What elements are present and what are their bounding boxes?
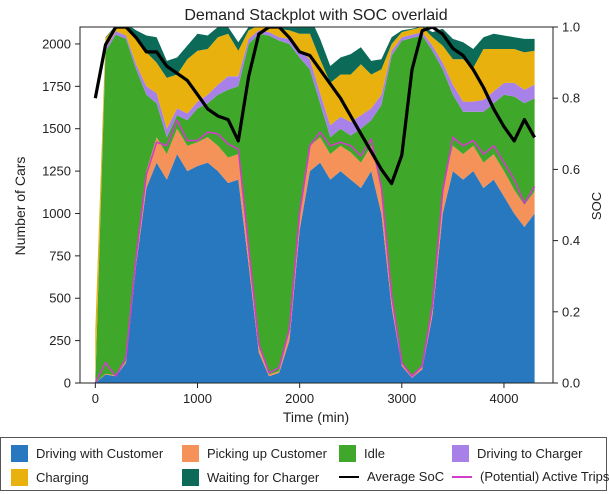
legend-item-driving-to-charger: Driving to Charger	[452, 445, 583, 462]
area-charging	[95, 27, 535, 382]
y-axis-label: Number of Cars	[12, 157, 28, 256]
x-tick-label: 1000	[183, 391, 212, 406]
line--potential-active-trips	[94, 119, 536, 383]
y-tick-label: 250	[49, 333, 71, 348]
plot-frame	[79, 26, 554, 384]
legend-swatch	[452, 445, 469, 462]
legend: Driving with Customer Picking up Custome…	[0, 437, 609, 491]
stackplot-chart: Demand Stackplot with SOC overlaid 0 1000…	[12, 7, 604, 425]
legend-item-driving-with-customer: Driving with Customer	[11, 445, 163, 462]
legend-swatch	[11, 469, 28, 486]
y2-tick-label: 0.0	[562, 376, 580, 391]
x-tick-label: 4000	[490, 391, 519, 406]
legend-item-idle: Idle	[339, 445, 385, 462]
legend-swatch	[339, 445, 356, 462]
legend-label: (Potential) Active Trips	[480, 469, 609, 484]
legend-label: Average SoC	[367, 469, 445, 484]
area-idle	[95, 33, 535, 383]
legend-swatch	[182, 469, 199, 486]
y2-tick-label: 0.2	[562, 304, 580, 319]
x-tick-label: 3000	[387, 391, 416, 406]
y-tick-label: 750	[49, 248, 71, 263]
chart-title: Demand Stackplot with SOC overlaid	[184, 7, 447, 24]
legend-label: Driving to Charger	[477, 446, 583, 461]
legend-label: Charging	[36, 470, 89, 485]
legend-line-swatch	[452, 475, 472, 478]
legend-item-picking-up-customer: Picking up Customer	[182, 445, 327, 462]
legend-label: Waiting for Charger	[207, 470, 320, 485]
x-tick-label: 2000	[285, 391, 314, 406]
area-driving-with-customer	[95, 154, 535, 383]
stacked-areas	[95, 27, 535, 383]
legend-item-waiting-for-charger: Waiting for Charger	[182, 469, 319, 486]
legend-label: Idle	[364, 446, 385, 461]
y-tick-label: 2000	[42, 36, 71, 51]
legend-item-active-trips: (Potential) Active Trips	[452, 469, 609, 484]
legend-line-swatch	[339, 475, 359, 478]
y2-tick-label: 0.8	[562, 91, 580, 106]
line-average-soc	[93, 27, 536, 186]
overlay-lines	[93, 27, 536, 383]
legend-label: Picking up Customer	[207, 446, 327, 461]
legend-item-average-soc: Average SoC	[339, 469, 444, 484]
y2-tick-label: 0.4	[562, 233, 580, 248]
y-tick-label: 1250	[42, 164, 71, 179]
y-tick-label: 500	[49, 291, 71, 306]
y2-tick-label: 0.6	[562, 162, 580, 177]
x-tick-label: 0	[92, 391, 99, 406]
y-tick-label: 1500	[42, 121, 71, 136]
y-tick-label: 0	[64, 376, 71, 391]
x-axis-label: Time (min)	[283, 409, 349, 425]
axes: 0 1000 2000 3000 4000 0 250 500 750 1000 1250 1500 1…	[42, 20, 580, 407]
legend-label: Driving with Customer	[36, 446, 164, 461]
y2-tick-label: 1.0	[562, 20, 580, 35]
legend-swatch	[11, 445, 28, 462]
legend-item-charging: Charging	[11, 469, 89, 486]
legend-swatch	[182, 445, 199, 462]
y2-axis-label: SOC	[589, 192, 604, 220]
y-tick-label: 1750	[42, 79, 71, 94]
y-tick-label: 1000	[42, 206, 71, 221]
